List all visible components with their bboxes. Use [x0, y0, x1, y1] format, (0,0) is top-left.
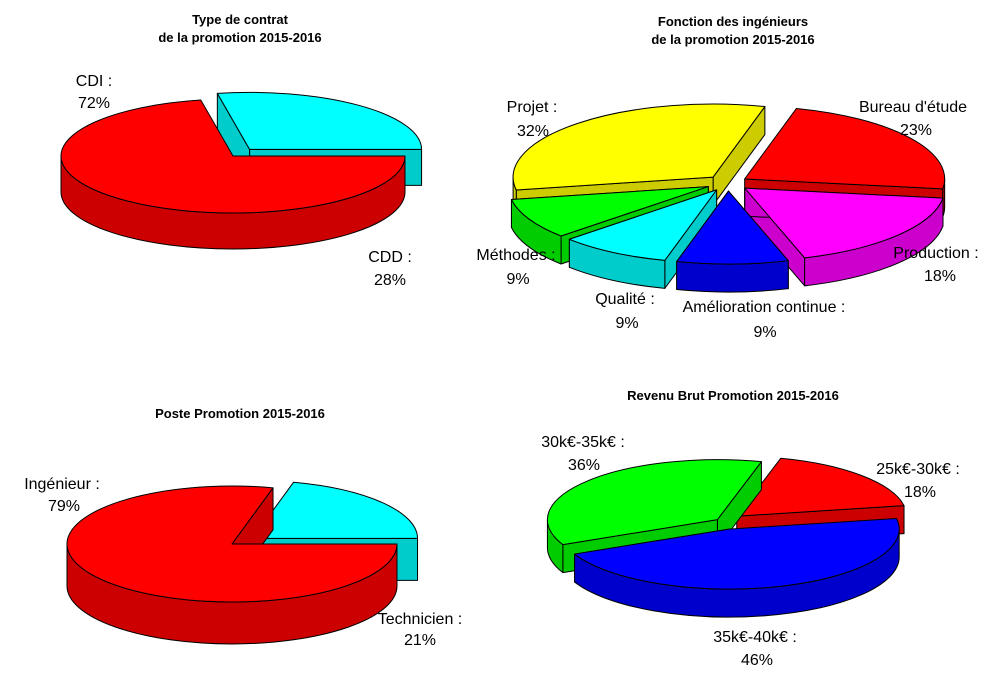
chart2-label-production: Production : [893, 245, 978, 262]
chart2-percent-methodes: 9% [506, 271, 529, 288]
chart4-slice-1-top [574, 517, 900, 590]
chart2-title-line1: Fonction des ingénieurs [658, 14, 808, 29]
chart2-percent-amelioration: 9% [753, 324, 776, 341]
chart2-slice-3-top [568, 189, 718, 261]
chart4-slice-0-top [736, 457, 905, 517]
chart2-slice-4-top [510, 186, 709, 237]
chart2-label-methodes: Méthodes : [476, 247, 555, 264]
chart1-percent-cdi: 72% [78, 95, 110, 112]
chart2-label-projet: Projet : [507, 99, 558, 116]
chart2-percent-bureau: 23% [900, 122, 932, 139]
chart1-title-line2: de la promotion 2015-2016 [158, 30, 321, 45]
chart4-label-30-35: 30k€-35k€ : [541, 434, 625, 451]
chart2-slice-1-top [744, 187, 944, 259]
chart4-percent-25-30: 18% [904, 484, 936, 501]
chart1-slice-0-top [60, 99, 406, 214]
chart2-label-qualite: Qualité : [595, 291, 655, 308]
chart4-percent-35-40: 46% [741, 652, 773, 669]
chart2-percent-qualite: 9% [615, 315, 638, 332]
chart4-slice-1 [574, 517, 900, 618]
chart2-label-amelioration: Amélioration continue : [683, 299, 846, 316]
chart2-slice-1 [744, 187, 944, 287]
chart1-label-cdi: CDI : [76, 73, 112, 90]
chart-poste: Poste Promotion 2015-2016 Ingénieur : 79… [24, 406, 462, 649]
chart2-slice-2-top [676, 190, 789, 265]
chart3-slice-0-top [66, 485, 398, 603]
chart2-slice-2-wall-0 [676, 260, 789, 293]
chart1-label-cdd: CDD : [368, 249, 412, 266]
chart2-label-bureau: Bureau d'étude [859, 99, 967, 116]
chart-revenu-brut: Revenu Brut Promotion 2015-2016 25k€-30k… [541, 388, 960, 669]
chart1-percent-cdd: 28% [374, 272, 406, 289]
chart2-title-line2: de la promotion 2015-2016 [651, 32, 814, 47]
chart2-percent-projet: 32% [517, 123, 549, 140]
chart4-percent-30-35: 36% [568, 457, 600, 474]
chart-type-contrat: Type de contrat de la promotion 2015-201… [60, 12, 423, 289]
chart1-slice-0 [60, 99, 406, 250]
chart4-slice-2-top [546, 459, 762, 546]
chart-fonction-ingenieurs: Fonction des ingénieurs de la promotion … [476, 14, 978, 341]
chart1-slice-1-top [216, 91, 423, 150]
chart2-slice-3 [568, 189, 718, 289]
chart1-title-line1: Type de contrat [192, 12, 289, 27]
chart4-label-35-40: 35k€-40k€ : [713, 629, 797, 646]
chart2-slice-0-top [744, 107, 946, 190]
chart1-slices [60, 91, 423, 250]
chart3-slices [66, 481, 419, 645]
chart4-label-25-30: 25k€-30k€ : [876, 461, 960, 478]
chart2-percent-production: 18% [924, 268, 956, 285]
chart2-slice-5-top [512, 103, 766, 191]
chart3-title: Poste Promotion 2015-2016 [155, 406, 325, 421]
chart3-percent-ingenieur: 79% [48, 498, 80, 515]
chart3-label-technicien: Technicien : [378, 611, 463, 628]
chart3-slice-0 [66, 485, 398, 645]
chart3-slice-1-top [252, 481, 419, 539]
chart2-slice-2 [676, 190, 789, 293]
chart4-slices [546, 457, 905, 618]
chart3-percent-technicien: 21% [404, 632, 436, 649]
chart3-label-ingenieur: Ingénieur : [24, 476, 100, 493]
chart4-title: Revenu Brut Promotion 2015-2016 [627, 388, 839, 403]
chart2-slices [510, 103, 946, 293]
